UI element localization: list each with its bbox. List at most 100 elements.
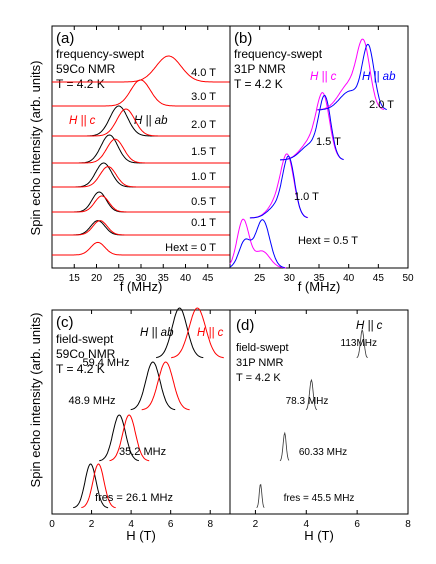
panel-d-frame: [229, 309, 409, 515]
trace-label: 3.0 T: [191, 91, 216, 103]
trace-c: [280, 92, 344, 161]
x-tick-label: 40: [343, 273, 355, 284]
x-tick-label: 35: [313, 273, 325, 284]
trace-c: [109, 414, 150, 462]
panel-d: (d) field-swept 31P NMR T = 4.2 K H || c…: [229, 309, 411, 543]
trace-c: [81, 463, 116, 509]
trace-c: [229, 218, 287, 269]
trace-label: 59.4 MHz: [82, 357, 129, 369]
panel-a-text-3: T = 4.2 K: [56, 77, 105, 91]
panel-a-plot: Hext = 0 T 0.1 T 0.5 T 1.0 T 1.5 T 2.0 T 3.0 T…: [52, 55, 230, 256]
x-tick-label: 6: [354, 519, 360, 530]
panel-c-ticks: 0 2 4 6 8: [49, 310, 213, 530]
x-tick-label: 0: [49, 519, 55, 530]
trace-c: [52, 138, 230, 164]
x-tick-label: 25: [254, 273, 266, 284]
panel-c-text-1: field-swept: [56, 332, 114, 346]
panel-b-legend-c: H || c: [310, 71, 337, 83]
ylabel-top: Spin echo intensity (arb. units): [28, 61, 43, 236]
panel-d-plot: fres = 45.5 MHz 60.33 MHz 78.3 MHz 113MHz: [256, 328, 378, 508]
trace-label: 1.0 T: [191, 171, 216, 183]
trace-c: [141, 361, 190, 411]
trace-c: [52, 55, 230, 83]
panel-a-text-1: frequency-swept: [56, 47, 145, 61]
panel-a-label: (a): [56, 30, 74, 47]
panel-c-plot: fres = 26.1 MHz 35.2 MHz 48.9 MHz 59.4 MHz: [68, 307, 224, 509]
x-tick-label: 40: [180, 273, 192, 284]
trace-label: 35.2 MHz: [119, 446, 166, 458]
trace-ab: [279, 431, 290, 462]
panel-b-text-1: frequency-swept: [234, 47, 323, 61]
panel-b: (b) frequency-swept 31P NMR T = 4.2 K H …: [229, 25, 414, 294]
panel-a-xlabel: f (MHz): [120, 279, 163, 294]
trace-label: Hext = 0.5 T: [298, 235, 358, 247]
panel-d-ticks: 2 4 6 8: [253, 310, 411, 530]
trace-c: [52, 241, 230, 256]
trace-c: [249, 153, 309, 219]
trace-ab: [156, 307, 204, 359]
trace-label: 78.3 MHz: [286, 396, 329, 407]
trace-ab: [73, 463, 109, 509]
panel-a-legend-c: H || c: [69, 115, 96, 127]
x-tick-label: 35: [158, 273, 170, 284]
trace-label: 1.5 T: [316, 136, 341, 148]
panel-d-text-1: field-swept: [236, 342, 289, 354]
panel-c-xlabel: H (T): [126, 528, 156, 543]
trace-ab: [356, 328, 368, 359]
trace-label: 2.0 T: [369, 99, 394, 111]
x-tick-label: 25: [113, 273, 125, 284]
x-tick-label: 8: [405, 519, 411, 530]
trace-c: [316, 38, 385, 111]
x-tick-label: 2: [89, 519, 95, 530]
x-tick-label: 45: [202, 273, 214, 284]
trace-c: [52, 220, 230, 236]
x-tick-label: 15: [69, 273, 81, 284]
x-tick-label: 45: [373, 273, 385, 284]
ylabel-bottom: Spin echo intensity (arb. units): [28, 313, 43, 488]
panel-b-text-2: 31P NMR: [234, 62, 286, 76]
trace-label: 1.0 T: [294, 191, 319, 203]
trace-label: 60.33 MHz: [299, 447, 347, 458]
trace-ab: [99, 414, 139, 462]
x-tick-label: 30: [284, 273, 296, 284]
trace-ab: [280, 94, 344, 161]
panel-c-text-3: T = 4.2 K: [56, 362, 105, 376]
panel-b-xlabel: f (MHz): [298, 279, 341, 294]
trace-label: fres = 26.1 MHz: [95, 492, 173, 504]
trace-label: 113MHz: [341, 338, 378, 349]
trace-c: [52, 108, 230, 137]
x-tick-label: 6: [168, 519, 174, 530]
panel-b-label: (b): [234, 30, 252, 47]
x-tick-label: 4: [304, 519, 310, 530]
panel-c: (c) field-swept 59Co NMR T = 4.2 K H || …: [49, 307, 231, 543]
panel-d-text-2: 31P NMR: [236, 357, 284, 369]
panel-c-text-2: 59Co NMR: [56, 347, 116, 361]
trace-label: 0.1 T: [191, 217, 216, 229]
trace-ab: [249, 155, 308, 219]
panel-c-legend-c: H || c: [197, 327, 224, 339]
trace-ab: [305, 378, 318, 411]
panel-b-plot: Hext = 0.5 T 1.0 T 1.5 T 2.0 T: [229, 38, 394, 269]
trace-label: 2.0 T: [191, 119, 216, 131]
trace-ab: [229, 219, 285, 269]
x-tick-label: 2: [253, 519, 259, 530]
trace-ab: [130, 361, 176, 411]
trace-c: [52, 166, 230, 188]
trace-c: [171, 307, 224, 359]
trace-c: [52, 195, 230, 213]
panel-a-legend-ab: H || ab: [134, 115, 168, 127]
x-tick-label: 30: [135, 273, 147, 284]
panel-a-ticks: 15 20 25 30 35 40 45: [69, 26, 214, 284]
trace-label: 0.5 T: [191, 196, 216, 208]
panel-d-text-3: T = 4.2 K: [236, 372, 281, 384]
panel-c-label: (c): [56, 314, 74, 331]
panel-b-legend-ab: H || ab: [362, 71, 396, 83]
x-tick-label: 50: [402, 273, 414, 284]
panel-a-text-2: 59Co NMR: [56, 62, 116, 76]
x-tick-label: 20: [91, 273, 103, 284]
panel-b-ticks: 25 30 35 40 45 50: [254, 26, 414, 284]
panel-d-xlabel: H (T): [304, 528, 334, 543]
trace-label: 1.5 T: [191, 146, 216, 158]
trace-ab: [317, 43, 387, 111]
